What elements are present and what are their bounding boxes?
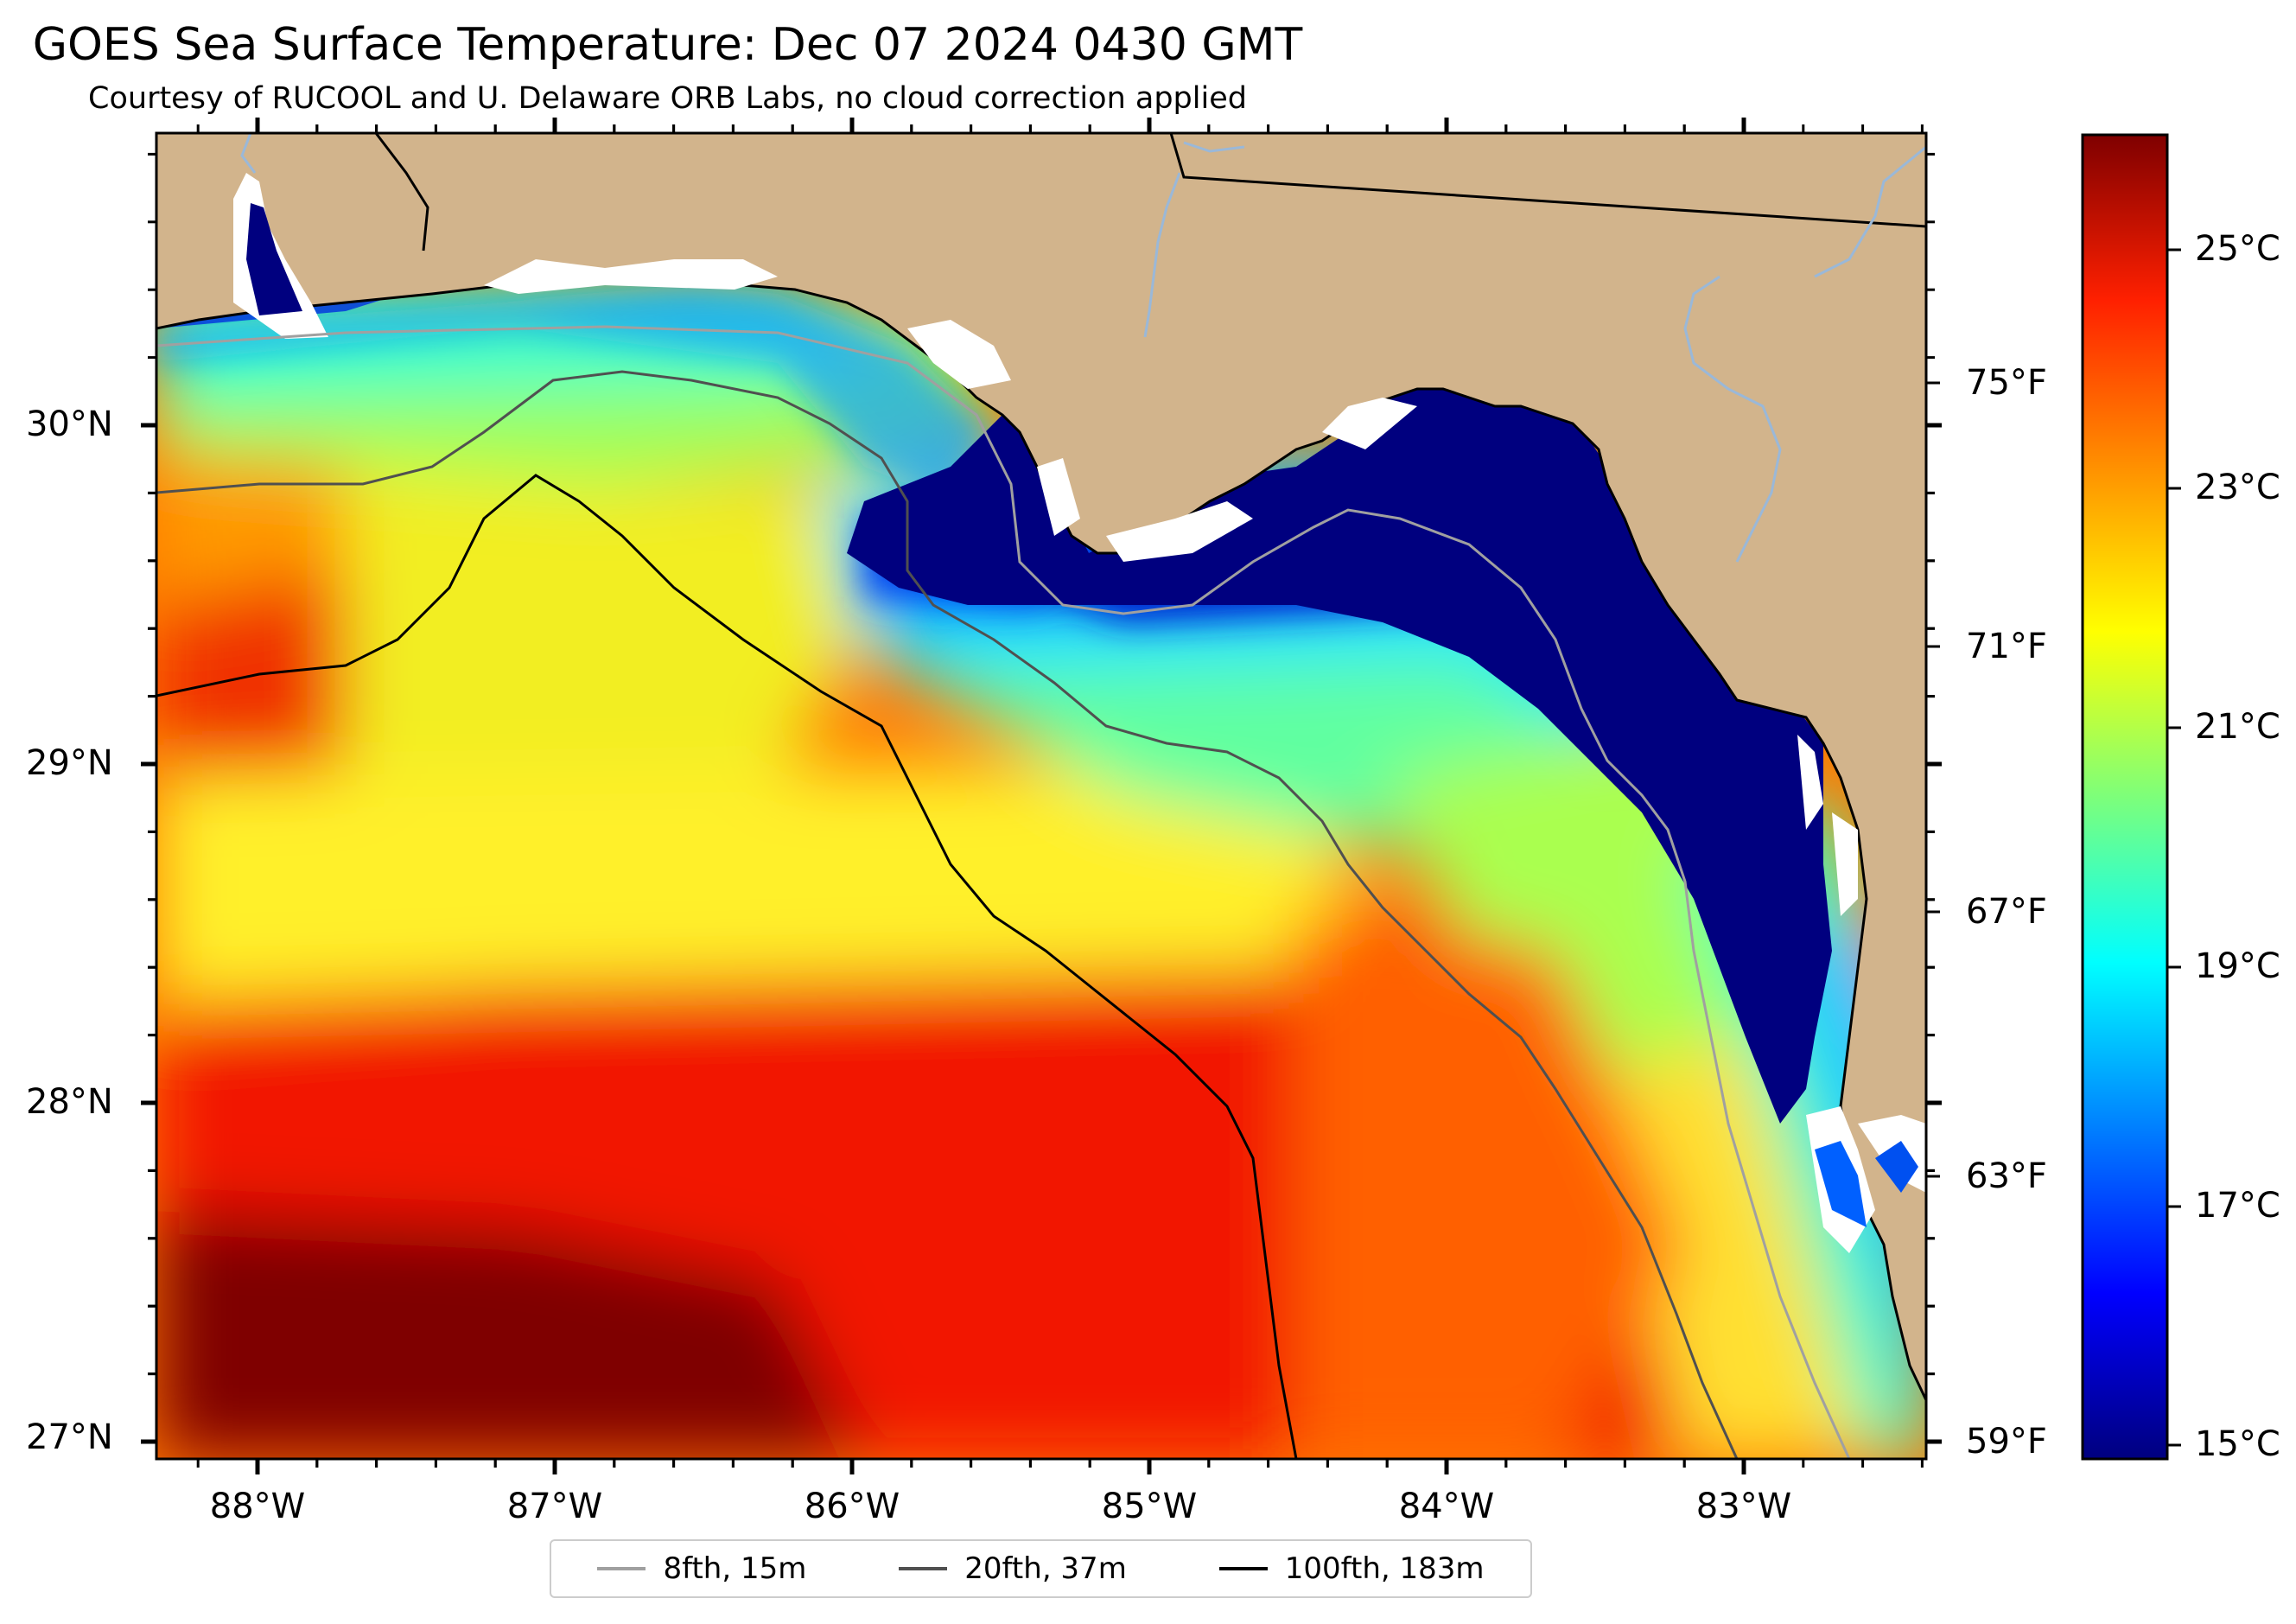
land: [156, 133, 1926, 1401]
lon-label-86: 86°W: [804, 1487, 900, 1526]
map-frame: [155, 131, 1928, 1461]
legend-item-20fth: 20fth, 37m: [899, 1551, 1127, 1586]
fahrenheit-label-67: 67°F: [1966, 892, 2047, 932]
lat-label-28: 28°N: [26, 1082, 113, 1122]
lon-label-88: 88°W: [209, 1487, 306, 1526]
legend-label: 20fth, 37m: [964, 1551, 1127, 1586]
lat-label-27: 27°N: [26, 1417, 113, 1457]
lon-label-87: 87°W: [506, 1487, 603, 1526]
legend-label: 8fth, 15m: [663, 1551, 807, 1586]
map-subtitle: Courtesy of RUCOOL and U. Delaware ORB L…: [88, 81, 1247, 116]
colorbar-ticks: [1926, 248, 2181, 1447]
celsius-label-15: 15°C: [2195, 1424, 2280, 1464]
celsius-label-19: 19°C: [2195, 946, 2280, 986]
fahrenheit-label-63: 63°F: [1966, 1156, 2047, 1196]
map-title: GOES Sea Surface Temperature: Dec 07 202…: [32, 19, 1303, 71]
legend-swatch-mid: [899, 1567, 948, 1570]
lat-label-29: 29°N: [26, 743, 113, 783]
celsius-label-17: 17°C: [2195, 1186, 2280, 1226]
fahrenheit-label-59: 59°F: [1966, 1422, 2047, 1462]
lat-label-30: 30°N: [26, 404, 113, 444]
lon-label-83: 83°W: [1695, 1487, 1792, 1526]
sst-field: [156, 133, 1926, 1459]
lon-label-84: 84°W: [1398, 1487, 1495, 1526]
bathymetry-contours: [156, 325, 1851, 1459]
legend-item-8fth: 8fth, 15m: [597, 1551, 806, 1586]
colorbar: [2081, 133, 2169, 1461]
legend-item-100fth: 100fth, 183m: [1218, 1551, 1485, 1586]
legend-swatch-dark: [1218, 1567, 1268, 1570]
fahrenheit-label-75: 75°F: [1966, 363, 2047, 403]
fahrenheit-label-71: 71°F: [1966, 627, 2047, 666]
celsius-label-21: 21°C: [2195, 707, 2280, 747]
lon-label-85: 85°W: [1101, 1487, 1198, 1526]
legend-label: 100fth, 183m: [1284, 1551, 1485, 1586]
axis-ticks: [141, 118, 1942, 1474]
celsius-label-23: 23°C: [2195, 468, 2280, 507]
legend-swatch-light: [597, 1567, 646, 1570]
celsius-label-25: 25°C: [2195, 229, 2280, 269]
contour-legend: 8fth, 15m 20fth, 37m 100fth, 183m: [550, 1539, 1532, 1598]
